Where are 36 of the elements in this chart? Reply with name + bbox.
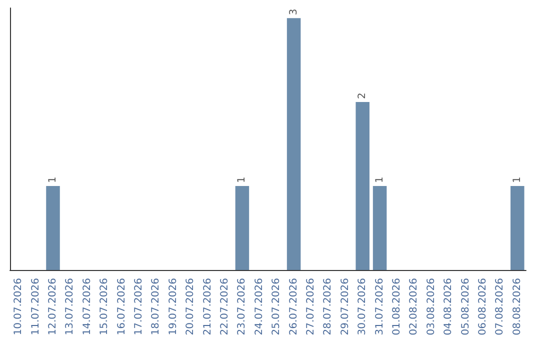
x-tick-label: 11.07.2026 bbox=[30, 278, 42, 336]
x-tick-label: 24.07.2026 bbox=[254, 278, 265, 336]
x-tick-label: 07.08.2026 bbox=[494, 278, 506, 336]
x-tick-label: 12.07.2026 bbox=[48, 278, 58, 336]
x-tick-label: 23.07.2026 bbox=[236, 278, 248, 336]
x-tick-label: 31.07.2026 bbox=[374, 278, 386, 336]
data-label: 1 bbox=[48, 176, 58, 184]
x-tick-label: 01.08.2026 bbox=[392, 278, 402, 336]
x-tick-label: 27.07.2026 bbox=[306, 278, 316, 336]
x-tick-label: 02.08.2026 bbox=[408, 278, 420, 336]
x-tick-label: 17.07.2026 bbox=[134, 278, 144, 336]
x-tick-label: 13.07.2026 bbox=[64, 278, 76, 336]
data-label: 3 bbox=[288, 8, 300, 16]
x-tick-label: 08.08.2026 bbox=[512, 278, 523, 336]
x-tick-label: 04.08.2026 bbox=[443, 278, 454, 336]
data-label: 1 bbox=[512, 176, 523, 184]
x-tick-label: 21.07.2026 bbox=[202, 278, 214, 336]
x-tick-label: 25.07.2026 bbox=[271, 278, 282, 336]
x-tick-label: 10.07.2026 bbox=[13, 278, 24, 336]
x-tick-label: 06.08.2026 bbox=[478, 278, 488, 336]
x-tick-label: 05.08.2026 bbox=[460, 278, 472, 336]
x-tick-label: 18.07.2026 bbox=[150, 278, 162, 336]
x-tick-label: 20.07.2026 bbox=[185, 278, 196, 336]
x-tick-label: 22.07.2026 bbox=[220, 278, 230, 336]
data-label: 1 bbox=[374, 176, 386, 184]
x-tick-label: 16.07.2026 bbox=[116, 278, 128, 336]
x-tick-label: 14.07.2026 bbox=[82, 278, 93, 336]
x-tick-label: 28.07.2026 bbox=[322, 278, 334, 336]
x-tick-label: 03.08.2026 bbox=[426, 278, 437, 336]
x-tick-label: 15.07.2026 bbox=[99, 278, 110, 336]
data-label: 2 bbox=[357, 92, 368, 100]
x-tick-label: 19.07.2026 bbox=[168, 278, 179, 336]
data-label: 1 bbox=[236, 176, 248, 184]
x-tick-label: 30.07.2026 bbox=[357, 278, 368, 336]
x-tick-label: 26.07.2026 bbox=[288, 278, 300, 336]
x-tick-label: 29.07.2026 bbox=[340, 278, 351, 336]
